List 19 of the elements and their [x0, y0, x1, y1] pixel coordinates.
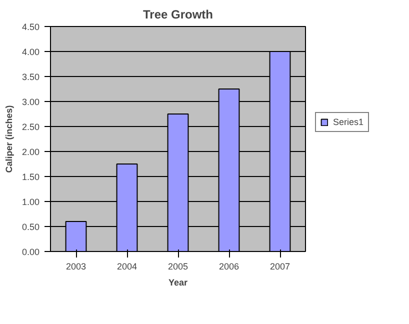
- x-tick-label: 2005: [168, 262, 188, 272]
- y-tick-label: 4.00: [22, 47, 40, 57]
- x-tick-label: 2004: [116, 262, 138, 272]
- x-tick-label: 2007: [270, 262, 290, 272]
- x-axis-title: Year: [168, 278, 188, 288]
- y-tick-label: 3.50: [22, 72, 40, 82]
- y-tick-label: 2.50: [22, 122, 40, 132]
- y-tick-label: 1.50: [22, 172, 40, 182]
- y-tick-label: 0.50: [22, 222, 40, 232]
- y-tick-label: 2.00: [22, 147, 40, 157]
- legend-label: Series1: [333, 117, 364, 128]
- y-tick-label: 1.00: [22, 197, 40, 207]
- y-tick-label: 4.50: [22, 22, 40, 32]
- y-tick-label: 3.00: [22, 97, 40, 107]
- x-tick-label: 2006: [218, 262, 240, 272]
- y-tick-label: 0.00: [22, 247, 40, 257]
- x-tick-label: 2003: [66, 262, 86, 272]
- y-axis-title: Caliper (inches): [4, 105, 14, 173]
- chart-title: Tree Growth: [142, 8, 214, 22]
